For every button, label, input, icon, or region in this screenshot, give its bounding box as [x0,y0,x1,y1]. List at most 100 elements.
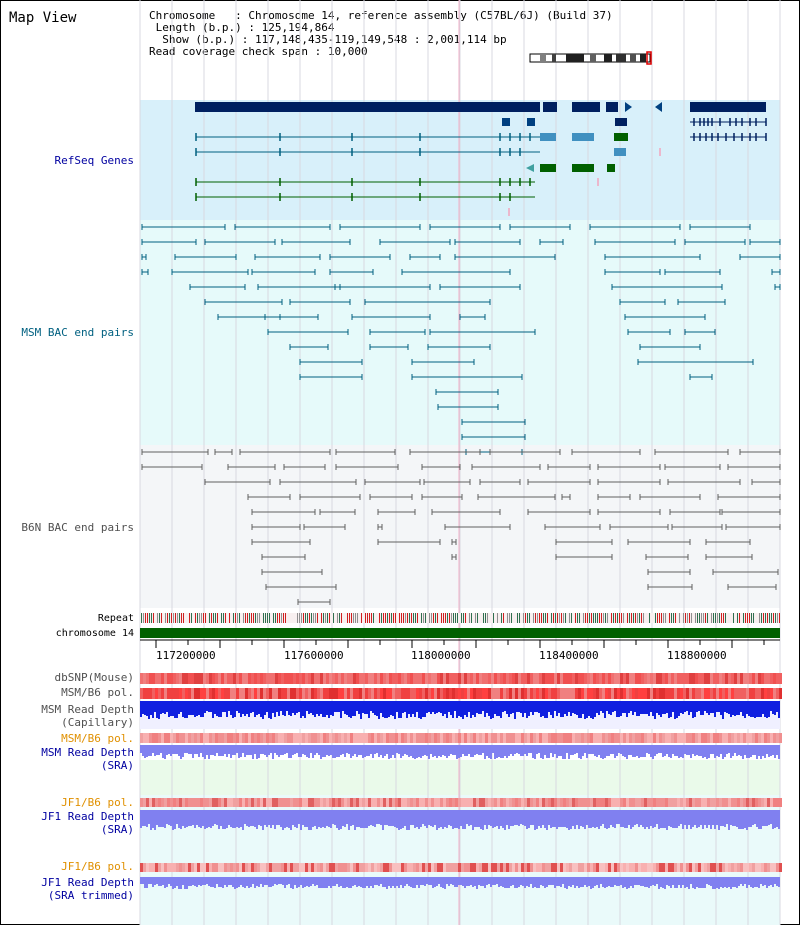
depth-bar [572,745,574,755]
heat-cell [677,673,680,684]
heat-cell [479,798,482,807]
depth-bar [624,701,626,713]
depth-bar [338,810,340,830]
repeat-element [183,613,184,623]
depth-bar [414,701,416,717]
heat-cell [266,673,269,684]
track-label-msm-bac[interactable]: MSM BAC end pairs [21,326,134,339]
repeat-element [523,613,524,623]
depth-bar [376,701,378,716]
heat-cell [755,863,758,872]
depth-bar [542,877,544,886]
track-label-refseq[interactable]: RefSeq Genes [54,154,134,167]
heat-cell [206,673,209,684]
heat-cell [713,688,716,699]
repeat-element [391,613,392,623]
depth-bar [384,877,386,887]
depth-bar [284,745,286,754]
depth-bar [416,877,418,885]
repeat-element [535,613,536,623]
heat-cell [257,688,260,699]
depth-bar [458,810,460,829]
depth-bar [348,877,350,888]
depth-bar [544,877,546,888]
heat-cell [422,673,425,684]
depth-bar [486,877,488,885]
depth-bar [250,877,252,887]
show-label: Show (b.p.) [162,33,236,46]
heat-cell [182,733,185,743]
depth-bar [776,810,778,827]
depth-bar [746,745,748,758]
depth-bar [198,877,200,885]
heat-cell [758,688,761,699]
depth-bar [174,745,176,754]
depth-bar [356,701,358,711]
depth-bar [694,701,696,717]
gene-block [606,102,618,112]
heat-cell [158,798,161,807]
heat-cell [590,733,593,743]
heat-cell [719,798,722,807]
heat-cell [161,673,164,684]
depth-bar [152,745,154,753]
heat-cell [140,798,143,807]
depth-bar [666,810,668,830]
depth-bar [468,745,470,754]
depth-bar [212,745,214,755]
depth-bar [214,810,216,824]
depth-bar [472,745,474,757]
heat-cell [494,688,497,699]
depth-bar [612,745,614,754]
repeat-element [599,613,600,623]
depth-bar [394,810,396,827]
heat-cell [245,733,248,743]
heat-cell [596,798,599,807]
repeat-element [209,613,210,623]
depth-bar [260,701,262,717]
heat-cell [227,863,230,872]
depth-bar [576,810,578,825]
depth-bar [412,745,414,758]
depth-bar [184,810,186,828]
heat-cell [470,733,473,743]
heat-cell [671,688,674,699]
depth-bar [564,745,566,759]
heat-cell [251,863,254,872]
depth-bar [364,745,366,757]
heat-cell [668,673,671,684]
depth-bar [744,745,746,755]
heat-cell [374,688,377,699]
heat-cell [737,688,740,699]
heat-cell [740,688,743,699]
depth-bar [252,810,254,826]
depth-bar [714,701,716,717]
repeat-element [171,613,172,623]
depth-bar [722,701,724,719]
depth-bar [668,745,670,757]
depth-bar [588,701,590,716]
track-label-b6n-bac[interactable]: B6N BAC end pairs [21,521,134,534]
depth-bar [530,745,532,753]
depth-bar [232,745,234,755]
depth-bar [414,877,416,888]
heat-cell [356,798,359,807]
heat-cell [314,733,317,743]
depth-bar [316,810,318,829]
heat-cell [401,733,404,743]
depth-bar [342,810,344,826]
heat-cell [584,798,587,807]
heat-cell [215,798,218,807]
heat-cell [539,733,542,743]
depth-bar [278,877,280,884]
heat-cell [332,863,335,872]
heat-cell [743,863,746,872]
heat-cell [581,688,584,699]
depth-bar [456,701,458,718]
heat-cell [692,673,695,684]
gene-block [540,164,556,172]
depth-bar [180,810,182,829]
repeat-element [303,613,304,623]
depth-bar [658,745,660,753]
depth-bar [634,745,636,757]
